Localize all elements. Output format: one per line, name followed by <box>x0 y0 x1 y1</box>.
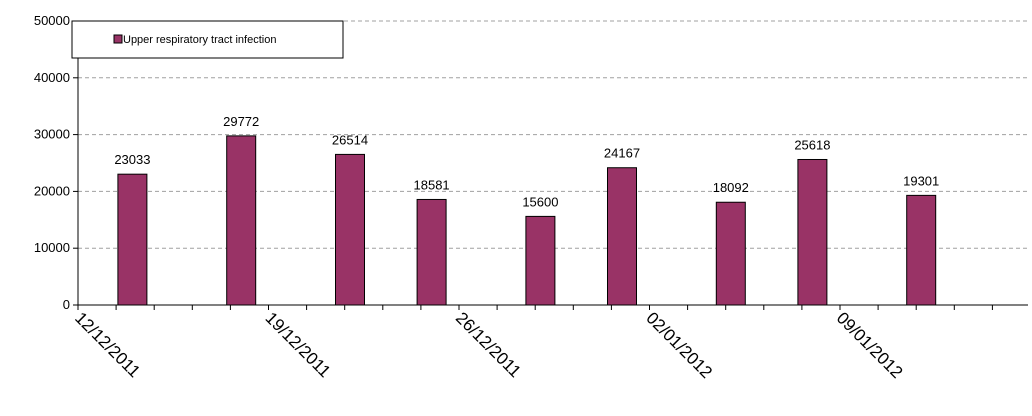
bar <box>416 198 447 306</box>
y-axis: 0 10000 20000 30000 40000 50000 <box>34 13 79 312</box>
y-tick-label: 50000 <box>34 13 70 28</box>
bars <box>117 135 937 306</box>
legend-swatch <box>113 34 123 44</box>
data-label: 25618 <box>794 137 830 152</box>
x-tick-label: 09/01/2012 <box>833 308 907 382</box>
bar <box>335 153 365 306</box>
legend: Upper respiratory tract infection <box>71 20 344 59</box>
y-tick-label: 40000 <box>34 70 70 85</box>
data-label: 24167 <box>604 146 640 161</box>
y-tick-label: 20000 <box>34 183 70 198</box>
bar <box>525 215 556 306</box>
data-label: 15600 <box>522 194 558 209</box>
bar <box>607 167 637 306</box>
data-label: 26514 <box>332 132 368 147</box>
y-tick-label: 10000 <box>34 240 70 255</box>
bar <box>715 201 746 306</box>
bar <box>797 158 828 306</box>
x-tick-group: 09/01/2012 <box>833 308 907 382</box>
x-tick-label: 02/01/2012 <box>642 308 716 382</box>
x-tick-label: 12/12/2011 <box>71 308 144 381</box>
bar <box>226 135 257 306</box>
gridlines <box>78 20 1028 249</box>
bar <box>117 173 148 306</box>
x-tick-group: 02/01/2012 <box>642 308 716 382</box>
data-label: 19301 <box>903 173 939 188</box>
x-tick-label: 19/12/2011 <box>262 308 335 381</box>
data-labels: 23033 29772 26514 18581 15600 24167 18092 25618… <box>114 114 939 209</box>
x-tick-group: 12/12/2011 <box>71 308 144 381</box>
x-tick-group: 19/12/2011 <box>262 308 335 381</box>
data-label: 23033 <box>114 152 150 167</box>
y-tick-label: 0 <box>63 297 70 312</box>
data-label: 18092 <box>713 180 749 195</box>
x-tick-group: 26/12/2011 <box>452 308 525 381</box>
data-label: 18581 <box>414 177 450 192</box>
y-tick-label: 30000 <box>34 127 70 142</box>
data-label: 29772 <box>223 114 259 129</box>
bar <box>906 194 937 306</box>
legend-label: Upper respiratory tract infection <box>123 34 276 46</box>
x-axis: 12/12/2011 19/12/2011 26/12/2011 02/01/2012… <box>71 304 1028 382</box>
x-tick-label: 26/12/2011 <box>452 308 525 381</box>
